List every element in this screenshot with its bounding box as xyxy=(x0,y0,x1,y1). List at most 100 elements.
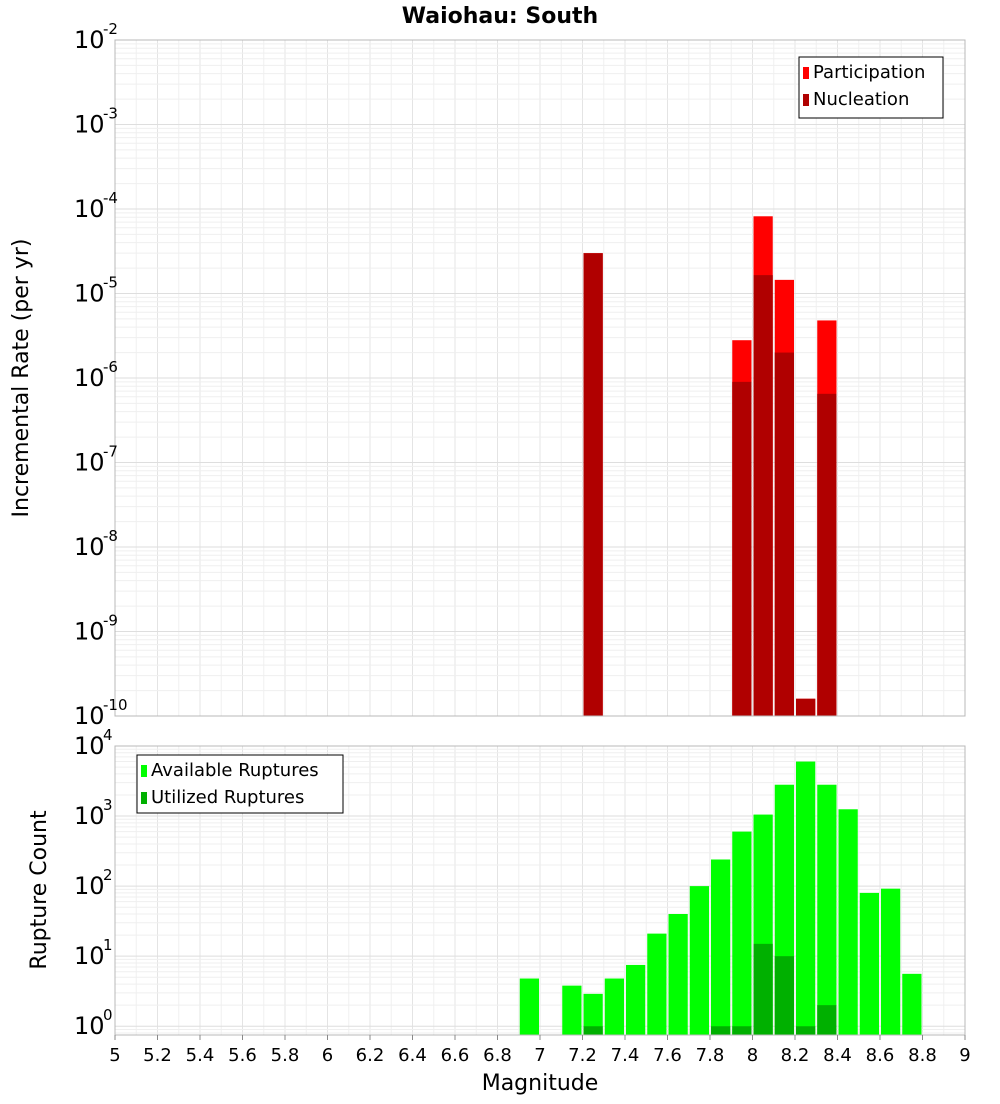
x-tick-label: 5.2 xyxy=(143,1045,172,1066)
x-tick-label: 8.4 xyxy=(823,1045,852,1066)
y-tick-exponent: -6 xyxy=(103,358,118,376)
bar xyxy=(881,888,901,1035)
y-tick-label: 10 xyxy=(74,702,105,730)
bar xyxy=(519,978,539,1035)
bar xyxy=(817,784,837,1035)
x-tick-label: 5.8 xyxy=(271,1045,300,1066)
bar xyxy=(817,393,837,716)
x-tick-label: 8.6 xyxy=(866,1045,895,1066)
bar xyxy=(604,978,624,1035)
legend-label: Participation xyxy=(813,62,925,83)
y-tick-label: 10 xyxy=(74,802,105,830)
x-tick-label: 5 xyxy=(109,1045,120,1066)
y-tick-label: 10 xyxy=(74,449,105,477)
y-tick-label: 10 xyxy=(74,111,105,139)
y-tick-label: 10 xyxy=(74,364,105,392)
y-tick-exponent: -8 xyxy=(103,527,118,545)
legend-swatch xyxy=(803,67,809,79)
top-y-axis-label: Incremental Rate (per yr) xyxy=(9,239,34,518)
y-tick-exponent: -10 xyxy=(103,696,128,714)
x-tick-label: 8 xyxy=(747,1045,758,1066)
y-tick-exponent: 4 xyxy=(103,726,113,744)
bar xyxy=(796,1026,816,1035)
legend-box xyxy=(136,754,344,814)
y-tick-exponent: -4 xyxy=(103,189,118,207)
bar xyxy=(774,956,794,1035)
x-tick-label: 7.4 xyxy=(611,1045,640,1066)
y-tick-exponent: -5 xyxy=(103,274,118,292)
y-tick-label: 10 xyxy=(74,533,105,561)
x-axis-ticks: 5 5.2 5.4 5.6 5.8 6 6.2 6.4 6.6 6.8 7 7.2 7.4 7.6 7.8 8… xyxy=(109,1035,971,1066)
legend-box xyxy=(798,56,944,119)
grid xyxy=(114,39,966,717)
bar xyxy=(562,985,582,1035)
bar xyxy=(796,761,816,1035)
y-tick-exponent: -2 xyxy=(103,20,118,38)
bar xyxy=(732,381,752,716)
y-tick-exponent: 0 xyxy=(103,1006,113,1024)
x-tick-label: 5.4 xyxy=(186,1045,215,1066)
bar xyxy=(626,964,646,1035)
bar xyxy=(711,859,731,1035)
bar xyxy=(817,1005,837,1035)
bar xyxy=(647,933,667,1035)
bar xyxy=(583,993,603,1035)
bar xyxy=(753,943,773,1035)
chart-title: Waiohau: South xyxy=(402,4,598,29)
y-tick-label: 10 xyxy=(74,195,105,223)
x-tick-label: 6.2 xyxy=(356,1045,385,1066)
x-tick-label: 6 xyxy=(322,1045,333,1066)
bar xyxy=(753,275,773,716)
series-utilized-ruptures xyxy=(583,943,837,1035)
bar xyxy=(668,914,688,1035)
bar xyxy=(711,1026,731,1035)
legend-swatch xyxy=(141,792,147,804)
y-tick-label: 10 xyxy=(74,280,105,308)
bar xyxy=(689,886,709,1035)
legend-swatch xyxy=(141,765,147,777)
bar xyxy=(859,892,879,1035)
y-tick-label: 10 xyxy=(74,618,105,646)
bar xyxy=(796,698,816,716)
x-tick-label: 8.8 xyxy=(908,1045,937,1066)
legend-label: Nucleation xyxy=(813,89,909,110)
grid xyxy=(114,745,966,1035)
y-tick-exponent: -7 xyxy=(103,443,118,461)
bar xyxy=(583,1026,603,1035)
y-tick-exponent: 2 xyxy=(103,866,113,884)
legend: Participation Nucleation xyxy=(798,56,944,119)
y-tick-label: 10 xyxy=(74,26,105,54)
x-tick-label: 8.2 xyxy=(781,1045,810,1066)
y-tick-label: 10 xyxy=(74,942,105,970)
legend-label: Utilized Ruptures xyxy=(151,787,304,808)
legend-label: Available Ruptures xyxy=(151,760,319,781)
top-panel: 10-1010-910-810-710-610-510-410-310-2Par… xyxy=(74,20,966,730)
bar xyxy=(838,809,858,1035)
plot-frame xyxy=(114,39,966,717)
bar xyxy=(583,253,603,716)
x-tick-label: 7.6 xyxy=(653,1045,682,1066)
y-tick-label: 10 xyxy=(74,1012,105,1040)
x-tick-label: 5.6 xyxy=(228,1045,257,1066)
x-tick-label: 7 xyxy=(534,1045,545,1066)
x-axis-label: Magnitude xyxy=(482,1071,599,1096)
y-tick-exponent: 3 xyxy=(103,796,113,814)
x-tick-label: 7.2 xyxy=(568,1045,597,1066)
series-nucleation xyxy=(583,253,837,716)
x-tick-label: 7.8 xyxy=(696,1045,725,1066)
y-tick-label: 10 xyxy=(74,732,105,760)
y-tick-label: 10 xyxy=(74,872,105,900)
bottom-y-axis-label: Rupture Count xyxy=(27,810,52,970)
bar xyxy=(774,352,794,716)
legend: Available Ruptures Utilized Ruptures xyxy=(136,754,344,814)
legend-swatch xyxy=(803,94,809,106)
y-tick-exponent: -3 xyxy=(103,105,118,123)
x-tick-label: 9 xyxy=(959,1045,970,1066)
bar xyxy=(902,973,922,1035)
y-tick-exponent: -9 xyxy=(103,612,118,630)
